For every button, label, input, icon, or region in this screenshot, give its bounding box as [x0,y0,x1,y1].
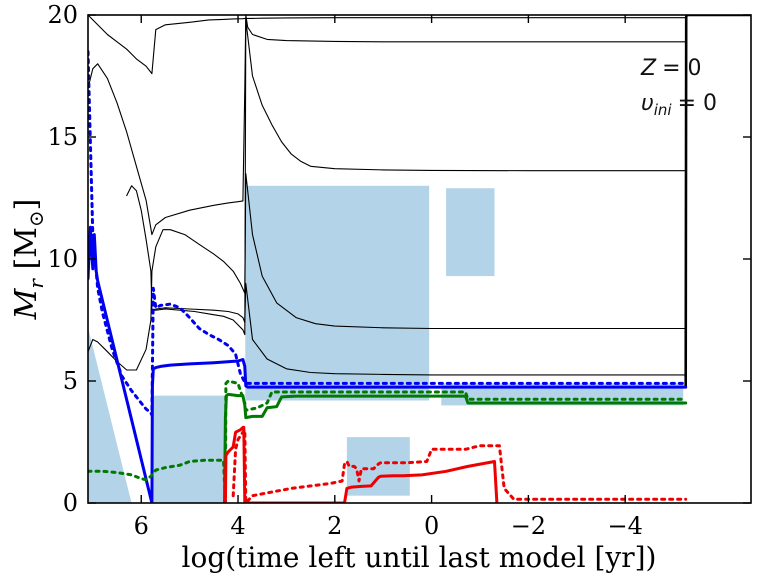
convective-zone-1 [153,395,226,503]
series-mass-shell-1 [88,15,687,75]
series-fe-core-dotted [231,428,688,503]
y-axis-label: Mr [M⊙] [9,199,48,321]
y-label-unit: [M [9,227,44,269]
x-tick-label: 6 [134,512,149,540]
series-co-core-dotted [88,379,688,503]
annotation-rotation: υini = 0 [641,91,717,119]
y-label-close: ] [9,199,44,211]
x-tick-label: −4 [607,512,642,540]
y-label-sub: r [24,278,48,289]
annotation-metallicity: Z = 0 [640,56,702,81]
convective-zone-4 [446,188,495,277]
x-axis-label: log(time left until last model [yr]) [182,541,657,574]
series-mass-shell-5 [151,282,687,376]
y-tick-label: 10 [47,245,78,273]
x-tick-label: 4 [230,512,245,540]
y-tick-label: 0 [63,489,78,517]
convective-zone-2 [245,185,430,401]
series-mass-shell-4 [88,173,687,371]
y-tick-label: 15 [47,123,78,151]
y-label-main: M [9,287,44,320]
series-lines [88,15,751,503]
series-co-core [223,392,688,503]
series-mass-shell-2 [88,15,687,236]
y-tick-label: 5 [63,367,78,395]
series-mass-shell-3 [126,19,687,336]
y-tick-label: 20 [47,1,78,29]
x-tick-label: 0 [424,512,439,540]
x-tick-label: −2 [511,512,546,540]
svg-text:Mr [M⊙]: Mr [M⊙] [9,199,48,321]
series-fe-core [223,425,499,503]
convective-zone-0 [88,327,132,503]
series-helium-core-dotted [88,50,688,417]
y-label-unit-sub: ⊙ [24,210,48,227]
x-tick-label: 2 [327,512,342,540]
series-mass-shell-right [684,15,751,388]
